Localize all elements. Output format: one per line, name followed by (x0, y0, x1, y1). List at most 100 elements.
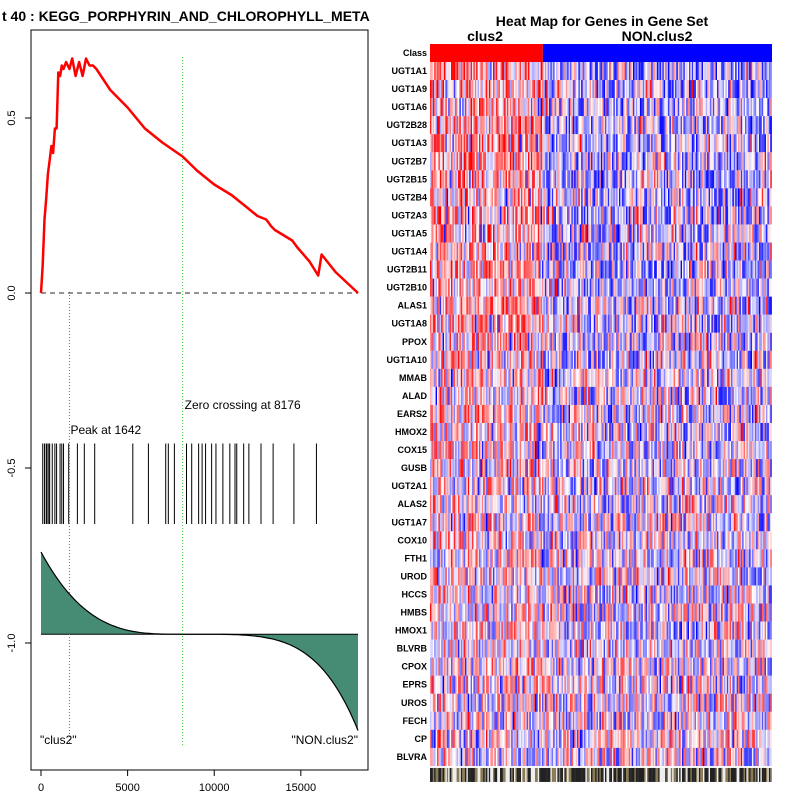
heatmap-cell (490, 242, 492, 261)
heatmap-cell (707, 404, 709, 424)
heatmap-cell (637, 224, 639, 243)
heatmap-cell (539, 98, 541, 117)
heatmap-cell (493, 206, 495, 225)
heatmap-cell (725, 314, 728, 333)
heatmap-cell (700, 368, 702, 387)
heatmap-cell (669, 296, 672, 315)
heatmap-cell (763, 368, 765, 387)
heatmap-cell (724, 98, 726, 117)
heatmap-cell (581, 134, 583, 153)
heatmap-cell (453, 314, 456, 333)
heatmap-cell (434, 188, 436, 207)
heatmap-cell (704, 224, 707, 243)
heatmap-cell (445, 188, 448, 207)
heatmap-cell (607, 152, 610, 171)
heatmap-cell (558, 332, 561, 351)
heatmap-cell (519, 296, 522, 315)
heatmap-cell (442, 62, 445, 81)
heatmap-cell (750, 134, 753, 153)
heatmap-cell (533, 116, 536, 135)
heatmap-cell (588, 242, 590, 261)
heatmap-cell (745, 80, 747, 99)
heatmap-cell (669, 62, 672, 81)
heatmap-cell (437, 368, 439, 387)
heatmap-cell (491, 116, 494, 135)
heatmap-cell (550, 134, 553, 153)
heatmap-cell (619, 404, 621, 424)
heatmap-cell (628, 278, 631, 297)
heatmap-cell (563, 206, 565, 225)
heatmap-cell (560, 386, 562, 406)
heatmap-cell (715, 152, 718, 171)
heatmap-cell (431, 170, 434, 189)
heatmap-cell (666, 350, 669, 369)
heatmap-cell (574, 98, 576, 117)
heatmap-cell (466, 350, 469, 369)
heatmap-cell (498, 98, 501, 117)
heatmap-cell (497, 224, 499, 243)
heatmap-cell (460, 152, 463, 171)
heatmap-cell (432, 116, 435, 135)
heatmap-cell (452, 314, 455, 333)
heatmap-cell (704, 80, 707, 99)
heatmap-cell (623, 242, 625, 261)
heatmap-cell (511, 278, 513, 297)
heatmap-cell (673, 98, 676, 117)
heatmap-cell (607, 80, 610, 99)
heatmap-cell (753, 152, 756, 171)
heatmap-cell (738, 296, 740, 315)
heatmap-cell (619, 260, 621, 279)
heatmap-cell (445, 98, 448, 117)
heatmap-cell (684, 224, 687, 243)
heatmap-cell (512, 242, 515, 261)
heatmap-cell (768, 278, 771, 297)
heatmap-cell (435, 314, 438, 333)
heatmap-cell (578, 170, 581, 189)
heatmap-cell (598, 368, 600, 387)
heatmap-cell (676, 116, 679, 135)
heatmap-cell (528, 350, 530, 369)
heatmap-cell (434, 224, 436, 243)
heatmap-cell (605, 404, 607, 424)
heatmap-cell (749, 206, 751, 225)
heatmap-cell (715, 332, 718, 351)
heatmap-cell (668, 224, 670, 243)
heatmap-cell (445, 368, 448, 387)
heatmap-cell (564, 152, 567, 171)
heatmap-cell (508, 134, 511, 153)
heatmap-cell (474, 386, 477, 406)
y-tick-label: -1.0 (6, 634, 18, 653)
heatmap-cell (679, 278, 681, 297)
heatmap-cell (512, 296, 515, 315)
heatmap-cell (609, 242, 611, 261)
heatmap-cell (649, 152, 652, 171)
heatmap-cell (595, 278, 597, 297)
heatmap-cell (746, 80, 749, 99)
heatmap-cell (565, 62, 568, 81)
heatmap-cell (532, 62, 534, 81)
heatmap-cell (747, 152, 750, 171)
heatmap-cell (635, 206, 638, 225)
heatmap-cell (588, 224, 590, 243)
heatmap-cell (455, 314, 457, 333)
heatmap-cell (631, 260, 634, 279)
heatmap-cell (549, 332, 551, 351)
heatmap-cell (526, 98, 529, 117)
heatmap-cell (645, 80, 648, 99)
heatmap-cell (446, 332, 449, 351)
heatmap-cell (644, 98, 646, 117)
heatmap-cell (768, 404, 771, 424)
heatmap-cell (449, 350, 452, 369)
heatmap-cell (532, 134, 534, 153)
heatmap-cell (598, 404, 600, 424)
heatmap-cell (472, 80, 474, 99)
heatmap-cell (698, 134, 701, 153)
heatmap-cell (540, 152, 543, 171)
heatmap-cell (535, 350, 537, 369)
heatmap-cell (463, 296, 466, 315)
heatmap-cell (525, 404, 527, 424)
heatmap-cell (717, 170, 719, 189)
heatmap-cell (519, 332, 522, 351)
heatmap-cell (495, 242, 498, 261)
heatmap-cell (445, 170, 448, 189)
